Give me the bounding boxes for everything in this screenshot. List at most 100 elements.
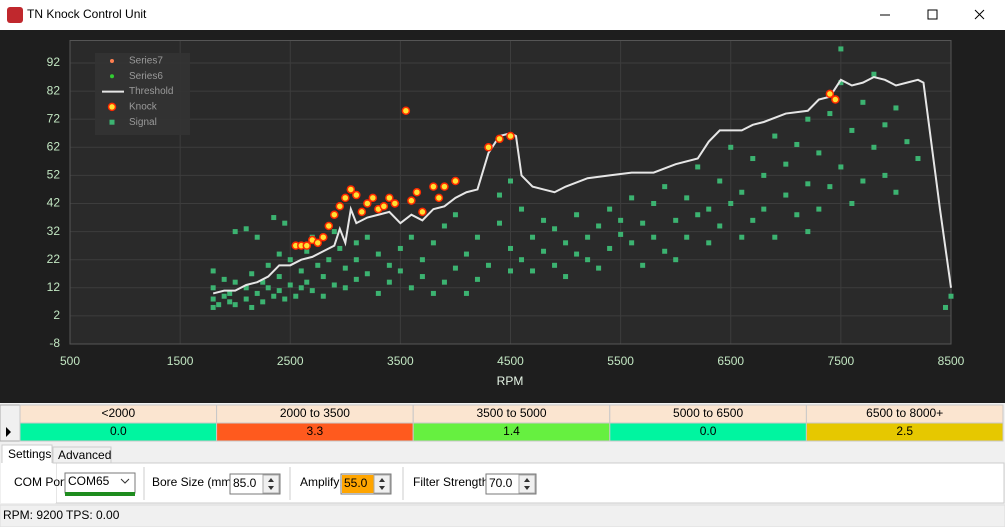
signal-point bbox=[221, 293, 227, 299]
signal-point bbox=[618, 217, 624, 223]
spin-arrows[interactable] bbox=[524, 478, 530, 490]
signal-point bbox=[419, 257, 425, 263]
signal-point bbox=[227, 290, 233, 296]
knock-point bbox=[495, 134, 504, 144]
y-tick-label: 12 bbox=[47, 280, 61, 294]
signal-point bbox=[375, 251, 381, 257]
tab-advanced[interactable] bbox=[52, 446, 112, 464]
signal-point bbox=[254, 234, 260, 240]
legend-label: Series6 bbox=[129, 71, 163, 82]
signal-point bbox=[243, 226, 249, 232]
bore-label: Bore Size (mm): bbox=[152, 475, 239, 489]
signal-point bbox=[397, 268, 403, 274]
signal-point bbox=[463, 251, 469, 257]
signal-point bbox=[474, 276, 480, 282]
signal-point bbox=[629, 240, 635, 246]
tab-label[interactable]: Advanced bbox=[58, 448, 111, 462]
signal-point bbox=[260, 299, 266, 305]
bore-value[interactable]: 85.0 bbox=[233, 476, 257, 490]
signal-point bbox=[838, 46, 844, 52]
signal-point bbox=[254, 290, 260, 296]
signal-point bbox=[243, 296, 249, 302]
signal-point bbox=[530, 234, 536, 240]
signal-point bbox=[585, 234, 591, 240]
spin-buttons[interactable] bbox=[262, 474, 280, 494]
signal-point bbox=[430, 290, 436, 296]
table-header: 3500 to 5000 bbox=[476, 406, 546, 420]
spin-arrows[interactable] bbox=[268, 478, 274, 490]
signal-point bbox=[706, 240, 712, 246]
signal-point bbox=[508, 178, 513, 184]
signal-point bbox=[607, 245, 613, 251]
signal-point bbox=[210, 296, 216, 302]
legend-label: Threshold bbox=[129, 86, 173, 97]
knock-point bbox=[429, 182, 438, 191]
signal-point bbox=[496, 220, 502, 226]
signal-point bbox=[618, 231, 624, 237]
knock-point bbox=[831, 95, 840, 104]
knock-point bbox=[412, 188, 422, 197]
x-tick-label: 4500 bbox=[497, 354, 524, 368]
knock-point bbox=[440, 182, 449, 191]
status-rpm: RPM: 9200 bbox=[3, 508, 63, 522]
signal-point bbox=[249, 304, 255, 310]
close-button[interactable] bbox=[974, 9, 985, 20]
signal-point bbox=[651, 200, 657, 206]
legend-label: Signal bbox=[129, 117, 157, 128]
signal-point bbox=[282, 296, 288, 302]
y-tick-label: 2 bbox=[53, 308, 60, 322]
signal-point bbox=[893, 189, 899, 195]
signal-point bbox=[298, 268, 304, 274]
amplify-value[interactable]: 55.0 bbox=[344, 476, 368, 490]
point bbox=[110, 74, 114, 79]
signal-point bbox=[452, 265, 458, 271]
signal-point bbox=[326, 257, 332, 263]
tab-fill bbox=[1, 463, 56, 503]
x-tick-label: 8500 bbox=[938, 354, 965, 368]
signal-point bbox=[662, 184, 668, 190]
signal-point bbox=[827, 184, 833, 190]
signal-point bbox=[331, 229, 337, 235]
amplify-highlight bbox=[342, 475, 374, 493]
signal-point bbox=[210, 285, 216, 291]
x-tick-label: 3500 bbox=[387, 354, 414, 368]
signal-point bbox=[342, 265, 348, 271]
spin-arrows[interactable] bbox=[379, 478, 385, 490]
signal-point bbox=[287, 282, 293, 288]
tab-label[interactable]: Settings bbox=[8, 447, 51, 461]
legend-label: Series7 bbox=[129, 56, 163, 67]
signal-point bbox=[739, 234, 745, 240]
signal-point bbox=[519, 257, 525, 263]
combo-arrow[interactable] bbox=[120, 478, 130, 484]
signal-point bbox=[640, 262, 646, 268]
signal-point bbox=[717, 178, 723, 184]
spin-buttons[interactable] bbox=[518, 474, 536, 494]
signal-point bbox=[353, 276, 359, 282]
signal-point bbox=[805, 116, 811, 122]
x-tick-label: 1500 bbox=[167, 354, 194, 368]
signal-point bbox=[519, 206, 525, 212]
y-tick-label: 22 bbox=[47, 252, 61, 266]
com-port-value[interactable]: COM65 bbox=[68, 474, 110, 488]
y-tick-label: 72 bbox=[47, 111, 61, 125]
signal-point bbox=[563, 274, 569, 280]
signal-point bbox=[375, 290, 381, 296]
signal-point bbox=[728, 144, 734, 150]
knock-point bbox=[352, 190, 361, 200]
signal-point bbox=[276, 274, 282, 280]
signal-point bbox=[761, 206, 767, 212]
knock-point bbox=[434, 193, 444, 203]
signal-point bbox=[386, 279, 392, 285]
filter-value[interactable]: 70.0 bbox=[489, 476, 513, 490]
signal-point bbox=[221, 276, 227, 282]
spin-buttons[interactable] bbox=[373, 474, 391, 494]
signal-point bbox=[882, 122, 888, 128]
signal-point bbox=[706, 206, 712, 212]
signal-point bbox=[849, 200, 855, 206]
y-tick-label: -8 bbox=[49, 336, 60, 350]
table-header: 6500 to 8000+ bbox=[866, 406, 943, 420]
signal-point bbox=[243, 285, 249, 291]
table-value: 0.0 bbox=[110, 424, 127, 438]
maximize-button[interactable] bbox=[927, 9, 938, 20]
